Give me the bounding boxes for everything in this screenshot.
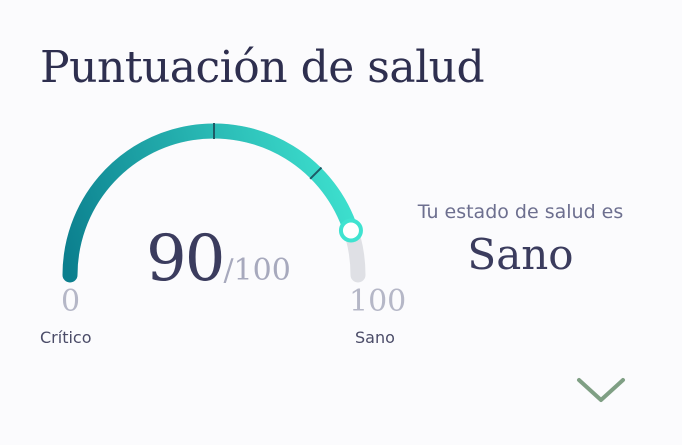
health-state-value: Sano	[467, 230, 574, 279]
gauge-fill	[62, 123, 359, 283]
gauge-value-marker	[338, 218, 363, 243]
score-max: /100	[223, 253, 291, 288]
health-state-label: Tu estado de salud es	[417, 201, 624, 223]
score-value: 90	[146, 222, 225, 296]
card-title: Puntuación de salud	[40, 42, 485, 93]
score-display: 90/100	[146, 222, 291, 296]
gauge-min-value: 0	[61, 284, 81, 319]
gauge-min-label: Crítico	[40, 328, 92, 347]
gauge-max-label: Sano	[355, 328, 395, 347]
gauge-tick-mark	[309, 166, 323, 180]
expand-button[interactable]	[570, 368, 632, 412]
chevron-down-icon	[577, 378, 625, 402]
gauge-max-value: 100	[349, 284, 407, 319]
